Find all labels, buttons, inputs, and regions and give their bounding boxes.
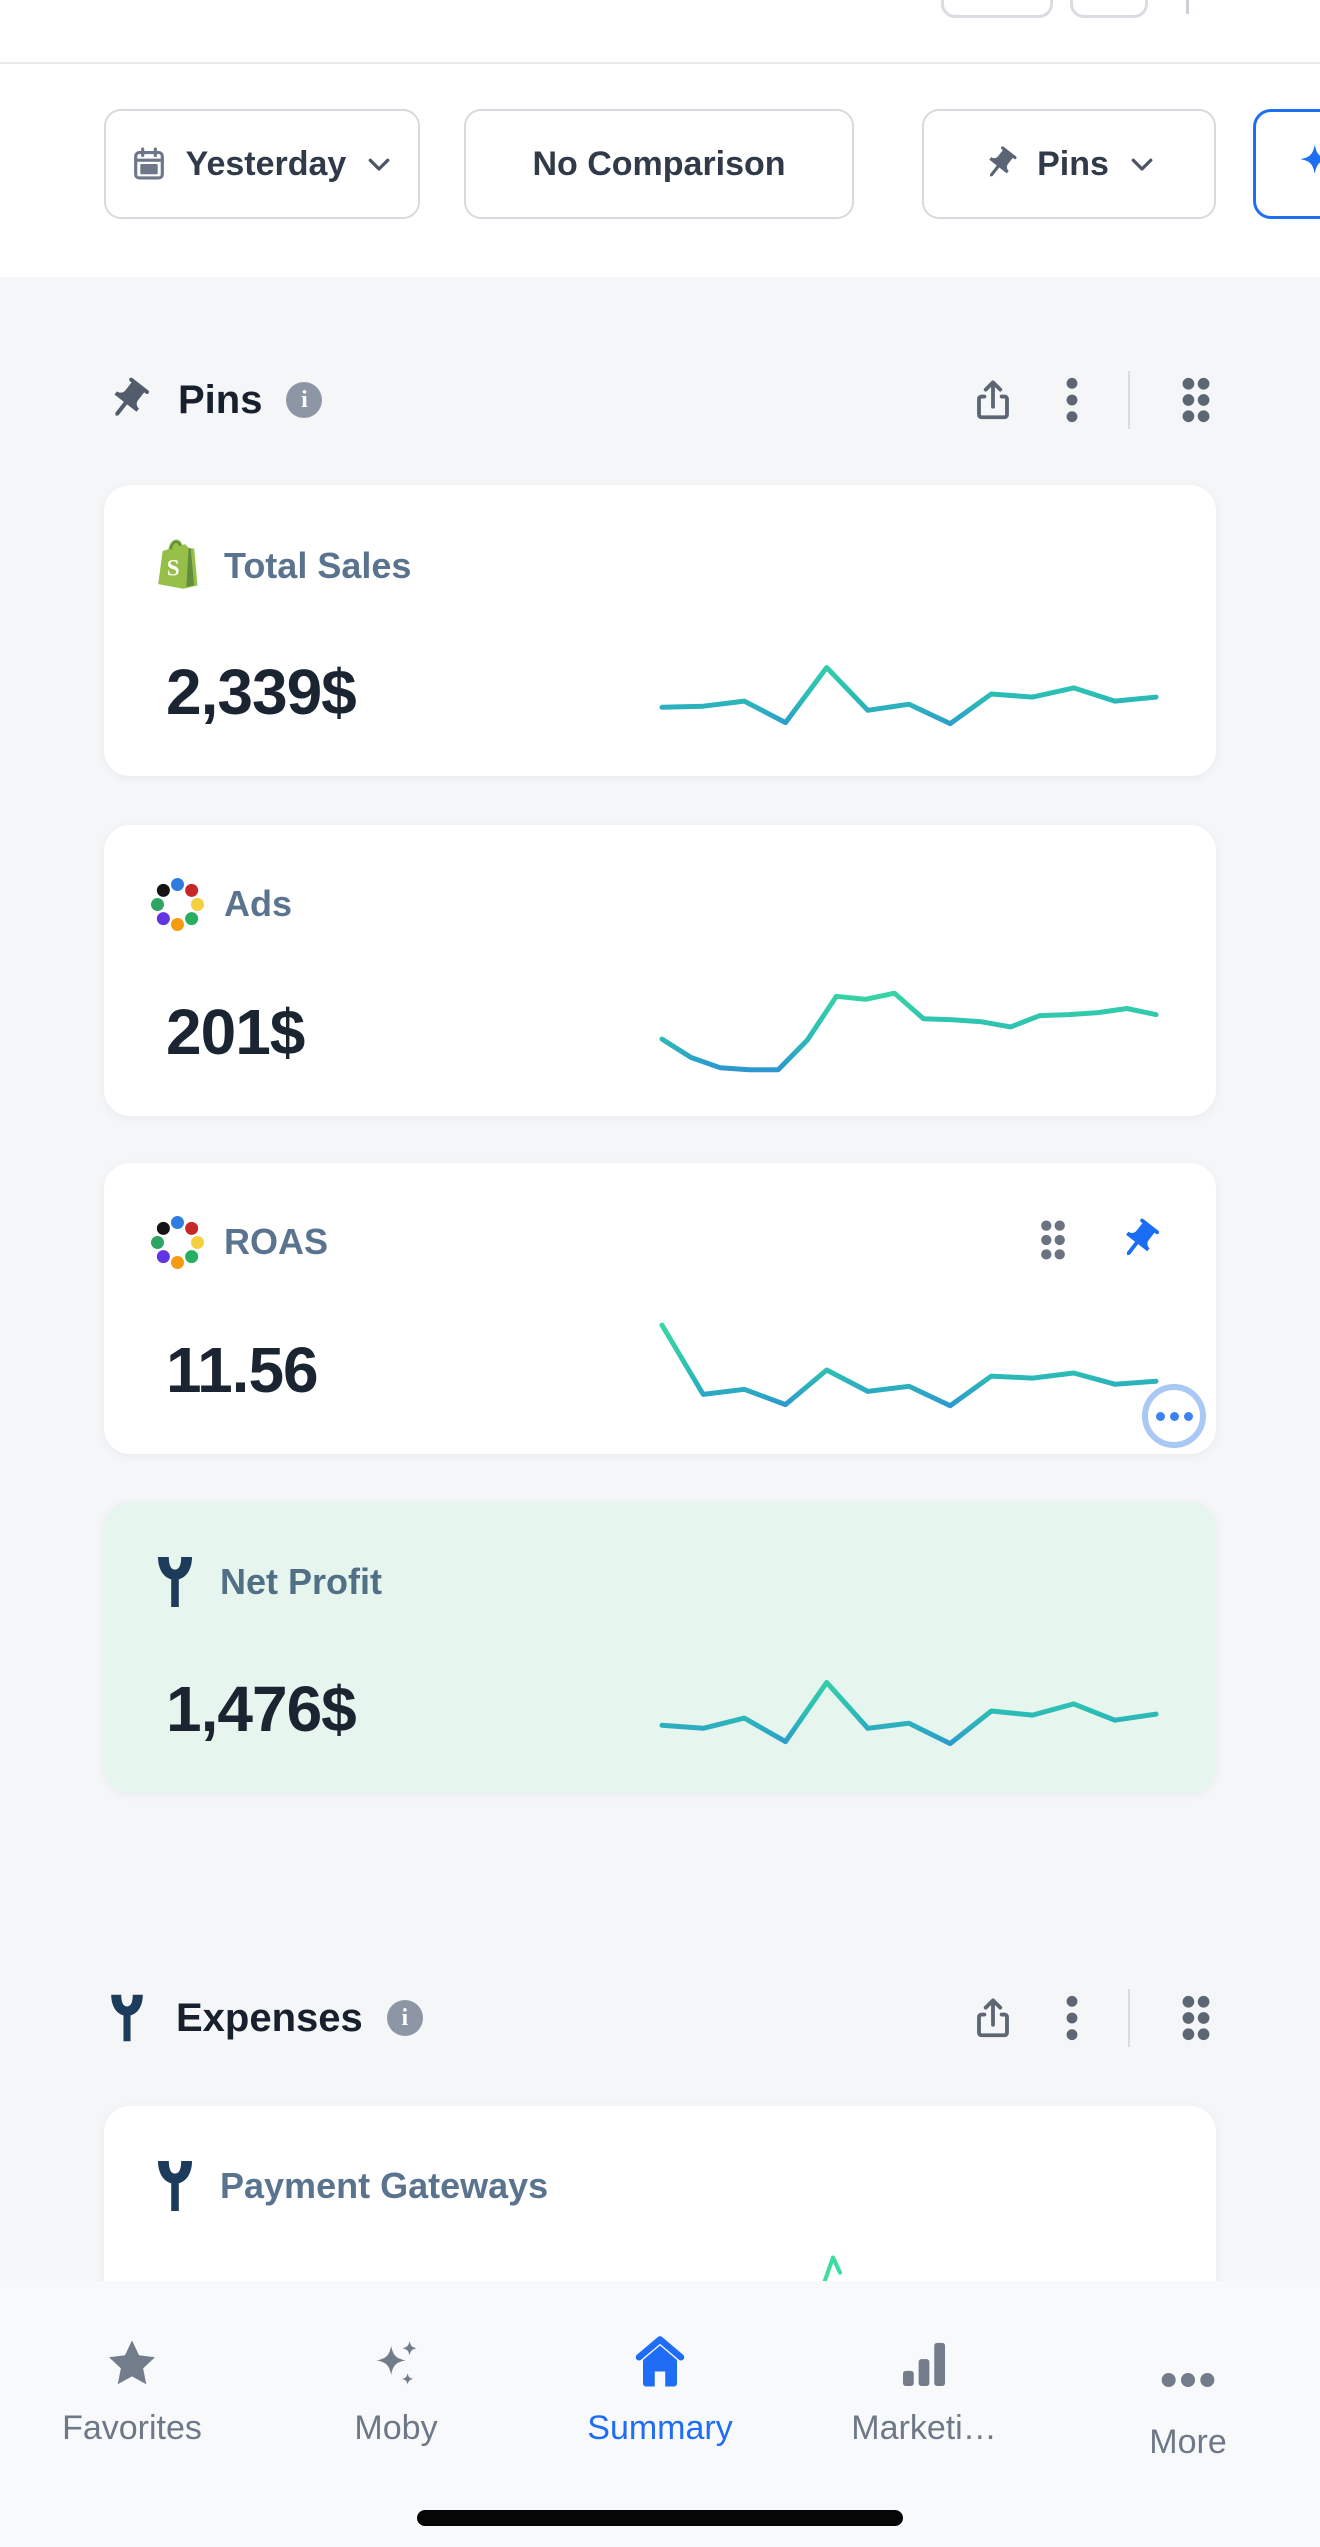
divider <box>1127 371 1130 429</box>
nav-item-favorites[interactable]: Favorites <box>0 2321 264 2448</box>
metric-card-net-profit[interactable]: Net Profit 1,476$ <box>104 1502 1216 1793</box>
roas-sparkline <box>659 1322 1159 1409</box>
drag-handle-icon[interactable] <box>1036 1217 1070 1263</box>
kebab-menu-icon[interactable] <box>1062 375 1082 425</box>
chevron-down-icon <box>368 158 390 171</box>
nav-label: Moby <box>354 2409 438 2447</box>
ads-channels-icon <box>150 1215 204 1269</box>
comparison-label: No Comparison <box>532 144 786 183</box>
comparison-button[interactable]: No Comparison <box>464 109 854 219</box>
view-selector-label: Pins <box>1037 144 1109 183</box>
shopify-icon: S <box>158 539 198 589</box>
metric-card-total-sales[interactable]: S Total Sales 2,339$ <box>104 485 1216 776</box>
pin-icon <box>989 146 1017 177</box>
nav-item-moby[interactable]: Moby <box>264 2321 528 2448</box>
chevron-down-icon <box>1131 158 1153 171</box>
total-sales-sparkline <box>659 665 1159 727</box>
expenses-section-header: Expenses i <box>104 1978 1216 2058</box>
card-label: ROAS <box>224 1221 329 1262</box>
card-label: Ads <box>224 883 293 924</box>
share-icon[interactable] <box>970 1995 1016 2041</box>
card-value: 201$ <box>166 996 305 1068</box>
trueprofit-icon <box>158 2161 192 2211</box>
share-icon[interactable] <box>970 377 1016 423</box>
section-title: Pins <box>178 377 263 422</box>
date-range-label: Yesterday <box>185 144 347 183</box>
pins-section-header: Pins i <box>104 360 1216 440</box>
star-icon <box>109 2340 155 2385</box>
top-toolbar-area: Yesterday No Comparison Pins <box>0 0 1320 277</box>
metric-card-ads[interactable]: Ads 201$ <box>104 825 1216 1116</box>
section-title: Expenses <box>176 1995 363 2040</box>
nav-item-summary[interactable]: Summary <box>528 2321 792 2448</box>
date-range-button[interactable]: Yesterday <box>104 109 420 219</box>
pin-icon <box>114 377 149 416</box>
payment-gateways-sparkline-peek <box>822 2255 843 2282</box>
card-value: 11.56 <box>166 1334 319 1406</box>
nav-label: Marketi… <box>851 2409 997 2447</box>
cropped-button-right[interactable] <box>1070 0 1148 18</box>
svg-text:S: S <box>167 554 180 580</box>
nav-item-more[interactable]: More <box>1056 2321 1320 2462</box>
bar-chart-icon <box>903 2342 945 2386</box>
metric-card-roas[interactable]: ROAS 11.56 <box>104 1163 1216 1454</box>
card-label: Payment Gateways <box>220 2165 549 2206</box>
info-icon[interactable]: i <box>286 382 323 418</box>
ads-channels-icon <box>150 877 204 931</box>
divider <box>1127 1989 1130 2047</box>
nav-label: Favorites <box>62 2409 202 2447</box>
kebab-menu-icon[interactable] <box>1062 1993 1082 2043</box>
toolbar-top-divider <box>0 62 1320 64</box>
sparkles-icon <box>1300 144 1320 174</box>
net-profit-sparkline <box>659 1679 1159 1747</box>
ads-sparkline <box>659 990 1159 1073</box>
home-indicator[interactable] <box>417 2510 903 2526</box>
more-options-button[interactable] <box>1142 1384 1206 1448</box>
card-label: Total Sales <box>224 545 412 586</box>
drag-handle-icon[interactable] <box>1176 1992 1216 2044</box>
sparkles-icon <box>376 2341 417 2385</box>
card-label: Net Profit <box>220 1561 382 1602</box>
cropped-divider <box>1186 0 1189 14</box>
trueprofit-icon <box>111 1994 143 2042</box>
pinned-pin-icon[interactable] <box>1107 1208 1172 1273</box>
info-icon[interactable]: i <box>386 2000 423 2036</box>
ellipsis-icon <box>1161 2372 1215 2388</box>
drag-handle-icon[interactable] <box>1176 374 1216 426</box>
cropped-button-left[interactable] <box>941 0 1053 18</box>
home-icon <box>635 2336 685 2387</box>
calendar-icon <box>133 147 164 180</box>
nav-label: More <box>1149 2423 1227 2461</box>
card-value: 1,476$ <box>166 1673 357 1745</box>
card-value: 2,339$ <box>166 656 357 728</box>
view-selector-button[interactable]: Pins <box>922 109 1216 219</box>
ai-assistant-button[interactable] <box>1253 109 1320 219</box>
bottom-navigation: Favorites Moby Summary Marketi… <box>0 2281 1320 2547</box>
nav-item-marketing[interactable]: Marketi… <box>792 2321 1056 2448</box>
nav-label: Summary <box>587 2409 733 2447</box>
trueprofit-icon <box>158 1557 192 1607</box>
